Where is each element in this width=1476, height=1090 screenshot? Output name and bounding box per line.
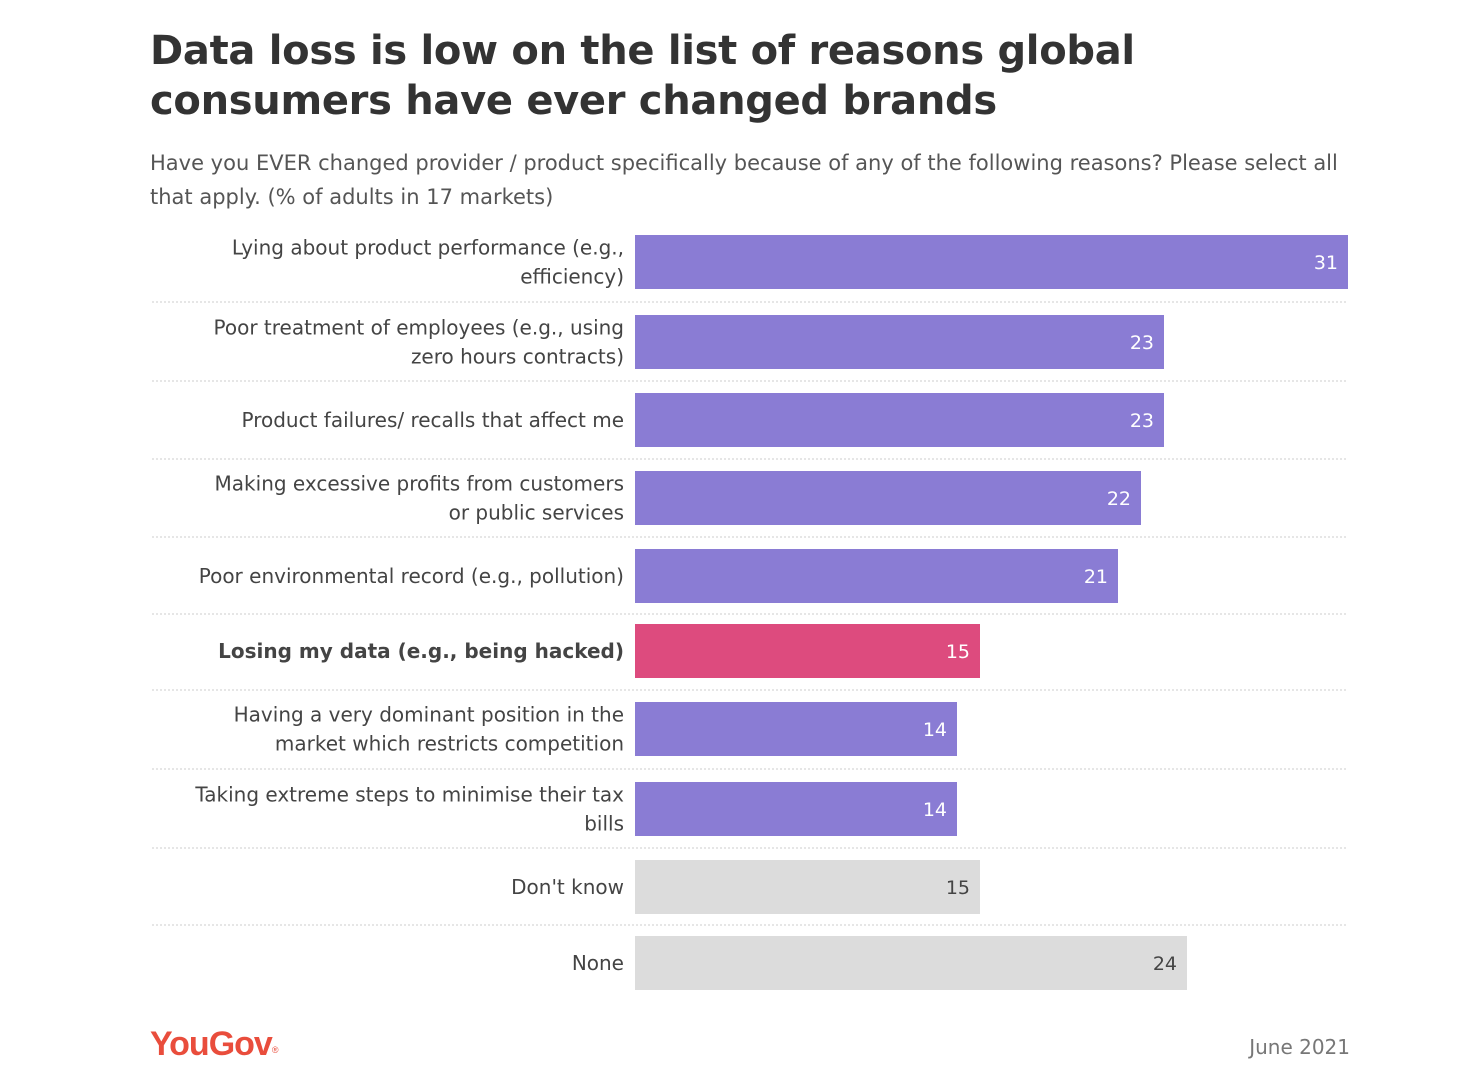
bar-value-label: 14 [923,799,947,821]
bar [635,235,1348,289]
category-label: Lying about product performance (e.g., [232,236,624,260]
bar-value-label: 24 [1153,953,1177,975]
category-label: or public services [449,501,624,525]
bar [635,549,1118,603]
bar-value-label: 23 [1130,410,1154,432]
bar [635,471,1141,525]
category-label: market which restricts competition [275,732,624,756]
category-label: Having a very dominant position in the [234,703,624,727]
category-label: Making excessive profits from customers [215,472,624,496]
bar-value-label: 22 [1107,488,1131,510]
bar-value-label: 14 [923,719,947,741]
registered-mark-icon: ® [271,1045,279,1055]
chart-title: Data loss is low on the list of reasons … [150,28,1135,124]
category-label: None [572,951,624,975]
category-label: Taking extreme steps to minimise their t… [194,783,624,807]
category-label: Don't know [511,875,624,899]
bar [635,393,1164,447]
category-label: bills [584,812,624,836]
bar-value-label: 15 [946,641,970,663]
bar-value-label: 15 [946,877,970,899]
yougov-logo: YouGov® [150,1022,279,1066]
bar [635,936,1187,990]
bar [635,702,957,756]
bar-value-label: 23 [1130,332,1154,354]
category-label: Product failures/ recalls that affect me [241,408,624,432]
category-label: Losing my data (e.g., being hacked) [218,639,624,663]
bar-value-label: 31 [1314,252,1338,274]
bar [635,624,980,678]
category-label: efficiency) [520,265,624,289]
category-label: Poor environmental record (e.g., polluti… [199,564,624,588]
bar [635,315,1164,369]
bar [635,860,980,914]
chart-subtitle: Have you EVER changed provider / product… [150,151,1338,209]
brand-name: YouGov [150,1025,273,1063]
publication-date: June 2021 [1249,1035,1350,1059]
category-label: zero hours contracts) [411,345,624,369]
bar [635,782,957,836]
bar-value-label: 21 [1084,566,1108,588]
category-label: Poor treatment of employees (e.g., using [214,316,624,340]
